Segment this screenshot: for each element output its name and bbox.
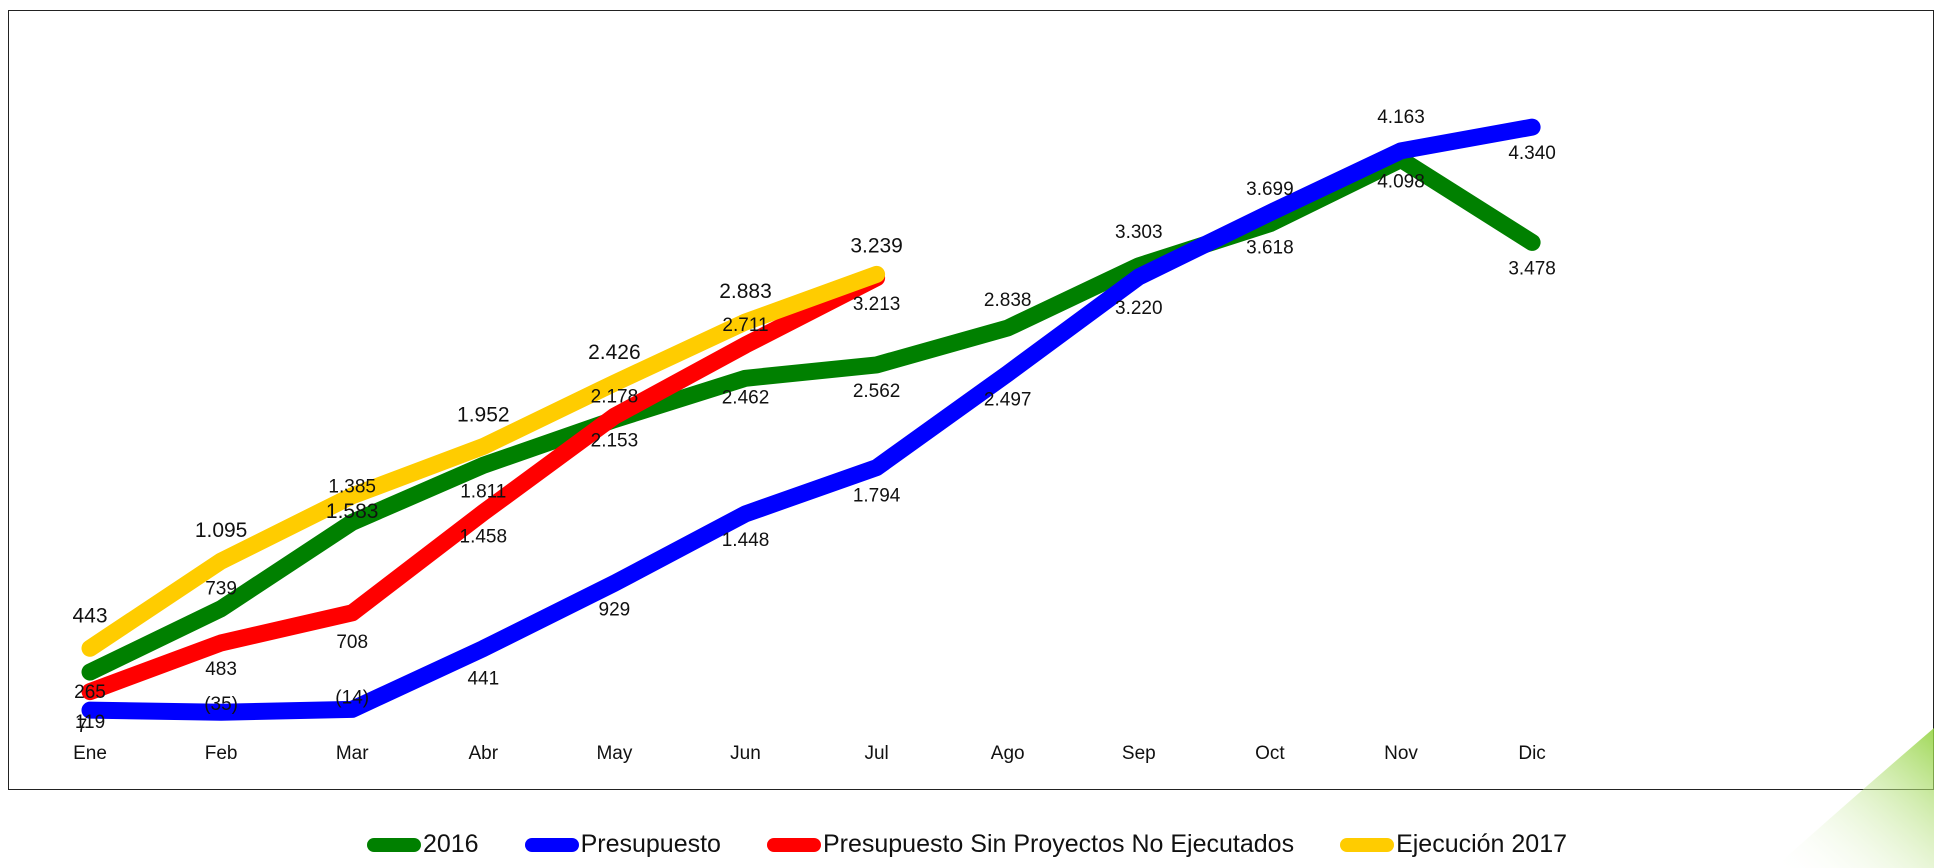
x-tick-label: Abr	[469, 743, 499, 764]
data-label: 3.220	[1115, 298, 1163, 319]
data-label: 1.458	[460, 527, 508, 548]
data-label: 3.478	[1508, 258, 1556, 279]
x-tick-label: Nov	[1384, 743, 1418, 764]
chart-frame: Ene Feb Mar Abr May Jun Jul Ago Sep Oct Nov Dic 265 7…	[8, 10, 1934, 790]
data-label: 3.699	[1246, 179, 1294, 200]
data-label: 4.340	[1508, 143, 1556, 164]
data-label: 1.385	[328, 476, 376, 497]
data-label: 1.794	[853, 486, 901, 507]
legend: 2016 Presupuesto Presupuesto Sin Proyectos…	[0, 830, 1934, 859]
data-label: 441	[467, 669, 499, 690]
data-label: 3.239	[850, 234, 903, 257]
data-label: 2.838	[984, 290, 1032, 311]
x-tick-label: Dic	[1518, 743, 1545, 764]
legend-label: Presupuesto Sin Proyectos No Ejecutados	[822, 830, 1295, 858]
legend-swatch	[766, 837, 821, 852]
data-label: 739	[205, 579, 237, 600]
data-label: 1.583	[326, 500, 379, 523]
series-line-3	[81, 265, 886, 657]
data-label: 708	[336, 632, 368, 653]
data-label: 4.163	[1377, 107, 1425, 128]
line-chart: Ene Feb Mar Abr May Jun Jul Ago Sep Oct Nov Dic 265 7…	[72, 107, 1556, 764]
legend-swatch	[524, 837, 579, 852]
x-tick-label: Oct	[1255, 743, 1285, 764]
legend-item: 2016	[366, 830, 479, 859]
data-label: 3.618	[1246, 238, 1294, 259]
series-line-1	[81, 118, 1541, 721]
data-label: 929	[599, 599, 631, 620]
legend-item: Presupuesto	[524, 830, 721, 859]
data-label: 483	[205, 659, 237, 680]
data-label: 3.213	[853, 294, 901, 315]
data-label: (14)	[335, 687, 369, 708]
data-label: (35)	[204, 694, 238, 715]
x-tick-label: Jul	[864, 743, 888, 764]
legend-item: Presupuesto Sin Proyectos No Ejecutados	[766, 830, 1295, 859]
legend-swatch	[1340, 837, 1395, 852]
data-label: 443	[72, 604, 107, 627]
data-label: 2.426	[588, 341, 641, 364]
data-label: 2.883	[719, 280, 772, 303]
x-tick-label: Mar	[336, 743, 369, 764]
x-tick-label: Jun	[730, 743, 761, 764]
x-tick-label: Sep	[1122, 743, 1156, 764]
data-label: 1.448	[722, 530, 770, 551]
legend-item: Ejecución 2017	[1340, 830, 1567, 859]
x-tick-label: May	[596, 743, 632, 764]
series-line-2	[81, 269, 886, 701]
data-label: 7	[77, 716, 88, 737]
x-tick-label: Ene	[73, 743, 107, 764]
data-label: 3.303	[1115, 222, 1163, 243]
data-label: 4.098	[1377, 172, 1425, 193]
data-label: 2.462	[722, 387, 770, 408]
corner-decoration	[1774, 728, 1934, 868]
data-label: 2.153	[591, 431, 639, 452]
legend-label: Presupuesto	[580, 830, 721, 858]
data-label: 2.562	[853, 381, 901, 402]
legend-label: 2016	[422, 830, 479, 858]
x-tick-label: Ago	[991, 743, 1025, 764]
data-label: 2.178	[591, 386, 639, 407]
data-label: 1.952	[457, 403, 510, 426]
legend-label: Ejecución 2017	[1396, 830, 1568, 858]
data-label: 265	[74, 682, 106, 703]
legend-swatch	[366, 837, 421, 852]
data-label: 1.095	[195, 519, 248, 542]
data-label: 2.711	[722, 315, 768, 336]
data-label: 119	[75, 712, 105, 733]
series-line-0	[81, 151, 1541, 681]
data-label: 2.497	[984, 390, 1032, 411]
data-label: 1.811	[460, 481, 506, 502]
x-tick-label: Feb	[205, 743, 238, 764]
